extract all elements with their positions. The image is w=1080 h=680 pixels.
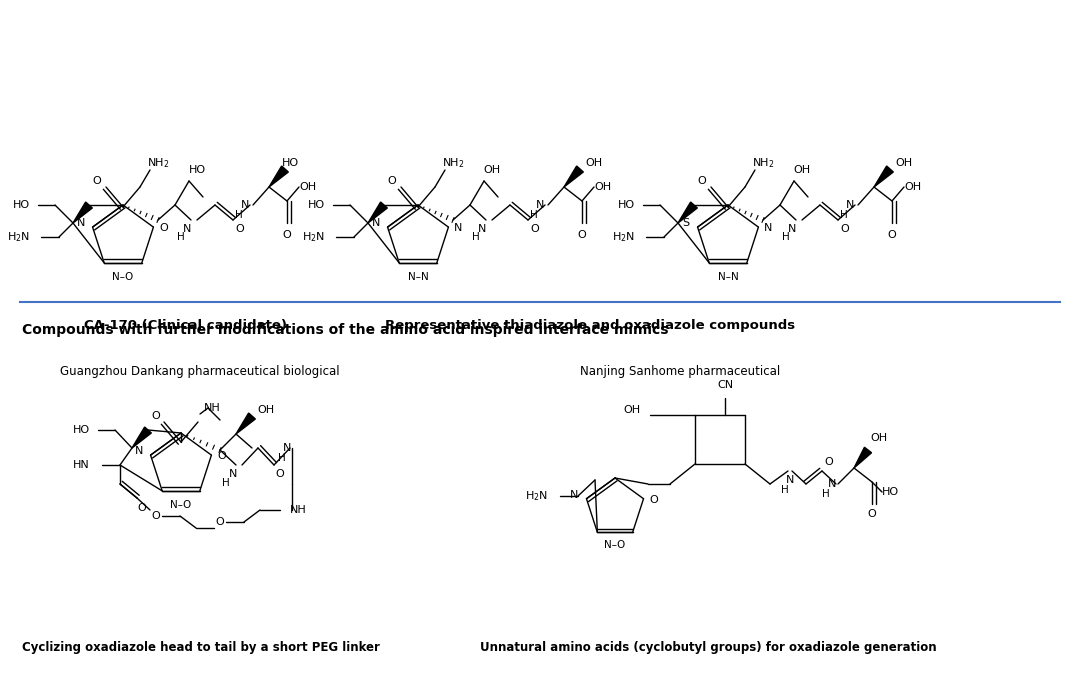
Text: H: H: [530, 210, 538, 220]
Text: CN: CN: [717, 380, 733, 390]
Text: O: O: [235, 224, 244, 234]
Text: N: N: [455, 223, 462, 233]
Text: H$_2$N: H$_2$N: [8, 230, 30, 244]
Text: N: N: [372, 218, 380, 228]
Text: O: O: [698, 176, 706, 186]
Text: N: N: [134, 446, 143, 456]
Text: H: H: [235, 210, 243, 220]
Text: N–N: N–N: [717, 272, 739, 282]
Text: H$_2$N: H$_2$N: [302, 230, 325, 244]
Text: HO: HO: [618, 200, 635, 210]
Text: N: N: [477, 224, 486, 234]
Text: OH: OH: [299, 182, 316, 192]
Text: O: O: [649, 495, 658, 505]
Text: NH$_2$: NH$_2$: [147, 156, 170, 170]
Text: H: H: [840, 210, 848, 220]
Text: N: N: [786, 475, 794, 485]
Text: Guangzhou Dankang pharmaceutical biological: Guangzhou Dankang pharmaceutical biologi…: [60, 366, 339, 379]
Text: Nanjing Sanhome pharmaceutical: Nanjing Sanhome pharmaceutical: [580, 366, 780, 379]
Text: H: H: [222, 478, 230, 488]
Text: O: O: [275, 469, 284, 479]
Polygon shape: [874, 166, 893, 187]
Text: HO: HO: [72, 425, 90, 435]
Text: H$_2$N: H$_2$N: [612, 230, 635, 244]
Polygon shape: [368, 202, 388, 223]
Text: OH: OH: [585, 158, 603, 168]
Text: HO: HO: [282, 158, 298, 168]
Text: NH: NH: [204, 403, 220, 413]
Polygon shape: [564, 166, 583, 187]
Text: NH$_2$: NH$_2$: [752, 156, 774, 170]
Text: Representative thiadiazole and oxadiazole compounds: Representative thiadiazole and oxadiazol…: [384, 318, 795, 332]
Text: N–O: N–O: [171, 500, 191, 510]
Text: N: N: [536, 200, 544, 210]
Text: OH: OH: [904, 182, 921, 192]
Text: N: N: [570, 490, 579, 500]
Text: H: H: [781, 485, 788, 495]
Text: HO: HO: [882, 487, 900, 497]
Polygon shape: [269, 166, 288, 187]
Text: O: O: [216, 517, 225, 527]
Text: Cyclizing oxadiazole head to tail by a short PEG linker: Cyclizing oxadiazole head to tail by a s…: [22, 641, 380, 654]
Text: H$_2$N: H$_2$N: [525, 489, 548, 503]
Text: OH: OH: [794, 165, 811, 175]
Text: O: O: [578, 230, 586, 240]
Text: N: N: [77, 218, 84, 228]
Polygon shape: [854, 447, 872, 468]
Text: HO: HO: [188, 165, 205, 175]
Polygon shape: [73, 202, 93, 223]
Text: N: N: [846, 200, 854, 210]
Text: H: H: [472, 232, 480, 242]
Text: NH$_2$: NH$_2$: [442, 156, 464, 170]
Text: N: N: [827, 479, 836, 489]
Text: N: N: [283, 443, 292, 453]
Text: OH: OH: [257, 405, 274, 415]
Text: O: O: [388, 176, 396, 186]
Text: HO: HO: [308, 200, 325, 210]
Text: H: H: [782, 232, 789, 242]
Text: OH: OH: [484, 165, 500, 175]
Text: OH: OH: [594, 182, 611, 192]
Text: O: O: [283, 230, 292, 240]
Text: O: O: [159, 223, 167, 233]
Text: Compounds with further modifications of the amino acid inspired interface mimics: Compounds with further modifications of …: [22, 323, 669, 337]
Text: O: O: [888, 230, 896, 240]
Text: N–O: N–O: [112, 272, 134, 282]
Text: N–N: N–N: [407, 272, 429, 282]
Text: N: N: [229, 469, 238, 479]
Text: HN: HN: [73, 460, 90, 470]
Text: N: N: [787, 224, 796, 234]
Polygon shape: [237, 413, 255, 434]
Text: Unnatural amino acids (cyclobutyl groups) for oxadiazole generation: Unnatural amino acids (cyclobutyl groups…: [480, 641, 936, 654]
Text: H: H: [822, 489, 829, 499]
Text: OH: OH: [870, 433, 887, 443]
Text: H: H: [177, 232, 185, 242]
Text: O: O: [151, 511, 160, 521]
Polygon shape: [132, 427, 151, 448]
Text: N: N: [183, 224, 191, 234]
Text: N: N: [765, 223, 772, 233]
Text: O: O: [530, 224, 539, 234]
Text: NH: NH: [291, 505, 307, 515]
Text: O: O: [151, 411, 160, 421]
Text: HO: HO: [13, 200, 30, 210]
Text: O: O: [825, 457, 834, 467]
Text: O: O: [840, 224, 849, 234]
Text: O: O: [137, 503, 147, 513]
Text: N: N: [241, 200, 249, 210]
Text: H: H: [279, 453, 286, 463]
Text: N–O: N–O: [605, 540, 625, 550]
Text: S: S: [681, 218, 689, 228]
Text: OH: OH: [623, 405, 640, 415]
Text: OH: OH: [895, 158, 913, 168]
Text: CA-170 (Clinical candidate): CA-170 (Clinical candidate): [83, 318, 286, 332]
Text: O: O: [217, 451, 226, 461]
Text: O: O: [93, 176, 102, 186]
Polygon shape: [678, 202, 698, 223]
Text: O: O: [867, 509, 876, 519]
